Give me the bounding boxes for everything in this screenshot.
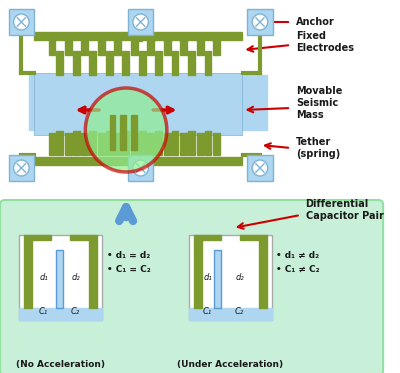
Bar xyxy=(139,131,146,155)
Bar xyxy=(131,115,137,150)
Bar xyxy=(65,133,72,155)
Bar xyxy=(34,73,242,135)
Text: • d₁ ≠ d₂: • d₁ ≠ d₂ xyxy=(276,251,320,260)
Text: d₂: d₂ xyxy=(71,273,80,282)
Text: (No Acceleration): (No Acceleration) xyxy=(16,360,105,370)
Text: C₁: C₁ xyxy=(39,307,48,317)
Circle shape xyxy=(133,14,148,30)
Bar xyxy=(148,133,154,155)
Bar xyxy=(128,155,153,181)
Text: C₂: C₂ xyxy=(235,307,244,317)
Circle shape xyxy=(133,160,148,176)
Bar xyxy=(82,33,88,55)
Bar xyxy=(48,33,55,55)
Bar xyxy=(194,240,202,308)
Bar xyxy=(24,235,52,240)
Text: C₂: C₂ xyxy=(71,307,80,317)
Bar xyxy=(214,250,221,308)
Bar xyxy=(148,33,154,55)
Text: C₁: C₁ xyxy=(203,307,212,317)
Bar xyxy=(259,240,267,308)
Bar xyxy=(172,51,178,75)
Bar xyxy=(106,131,112,155)
Bar xyxy=(164,33,171,55)
Bar xyxy=(205,51,212,75)
Bar xyxy=(98,33,105,55)
Bar xyxy=(188,131,195,155)
Bar xyxy=(19,235,102,320)
Bar xyxy=(214,133,220,155)
Bar xyxy=(128,9,153,35)
Circle shape xyxy=(85,88,167,172)
Text: d₁: d₁ xyxy=(39,273,48,282)
Bar xyxy=(240,235,267,240)
Bar xyxy=(114,133,121,155)
Text: d₂: d₂ xyxy=(235,273,244,282)
Bar xyxy=(34,157,242,165)
Bar xyxy=(194,235,221,240)
Bar xyxy=(180,33,187,55)
Text: Anchor: Anchor xyxy=(296,17,334,27)
Text: Differential
Capacitor Pair: Differential Capacitor Pair xyxy=(306,199,384,221)
Bar xyxy=(89,51,96,75)
Bar xyxy=(189,308,272,320)
Text: (Under Acceleration): (Under Acceleration) xyxy=(177,360,283,370)
Bar xyxy=(172,131,178,155)
Bar xyxy=(19,308,102,320)
Bar xyxy=(110,115,116,150)
Circle shape xyxy=(14,14,29,30)
FancyBboxPatch shape xyxy=(0,200,383,373)
Bar xyxy=(9,9,34,35)
FancyBboxPatch shape xyxy=(29,75,267,130)
Bar xyxy=(122,131,129,155)
Bar xyxy=(155,51,162,75)
Bar xyxy=(73,131,80,155)
Bar xyxy=(65,33,72,55)
Bar xyxy=(56,131,63,155)
Circle shape xyxy=(252,14,268,30)
Bar xyxy=(214,33,220,55)
Bar xyxy=(82,133,88,155)
Bar xyxy=(197,33,204,55)
Bar xyxy=(122,51,129,75)
Bar xyxy=(131,133,138,155)
Bar xyxy=(131,33,138,55)
Text: • C₁ ≠ C₂: • C₁ ≠ C₂ xyxy=(276,264,320,273)
Text: d₁: d₁ xyxy=(203,273,212,282)
Bar xyxy=(114,33,121,55)
Text: • d₁ = d₂: • d₁ = d₂ xyxy=(107,251,150,260)
Bar xyxy=(247,9,272,35)
Bar xyxy=(89,131,96,155)
Circle shape xyxy=(252,160,268,176)
Circle shape xyxy=(14,160,29,176)
Bar xyxy=(34,32,242,40)
Bar xyxy=(48,133,55,155)
Bar xyxy=(98,133,105,155)
Bar xyxy=(164,133,171,155)
Bar xyxy=(9,155,34,181)
Text: Tether
(spring): Tether (spring) xyxy=(296,137,340,159)
Bar xyxy=(106,51,112,75)
Bar xyxy=(73,51,80,75)
Bar xyxy=(139,51,146,75)
Text: Movable
Seismic
Mass: Movable Seismic Mass xyxy=(296,87,342,120)
Text: Fixed
Electrodes: Fixed Electrodes xyxy=(296,31,354,53)
Bar xyxy=(70,235,97,240)
Bar xyxy=(247,155,272,181)
Bar xyxy=(120,115,126,150)
Bar xyxy=(89,240,97,308)
Bar xyxy=(155,131,162,155)
Bar xyxy=(188,51,195,75)
Bar xyxy=(56,51,63,75)
Bar xyxy=(56,250,63,308)
Text: • C₁ = C₂: • C₁ = C₂ xyxy=(107,264,150,273)
Bar xyxy=(197,133,204,155)
Bar xyxy=(24,240,32,308)
Bar xyxy=(180,133,187,155)
Bar xyxy=(205,131,212,155)
Bar xyxy=(189,235,272,320)
